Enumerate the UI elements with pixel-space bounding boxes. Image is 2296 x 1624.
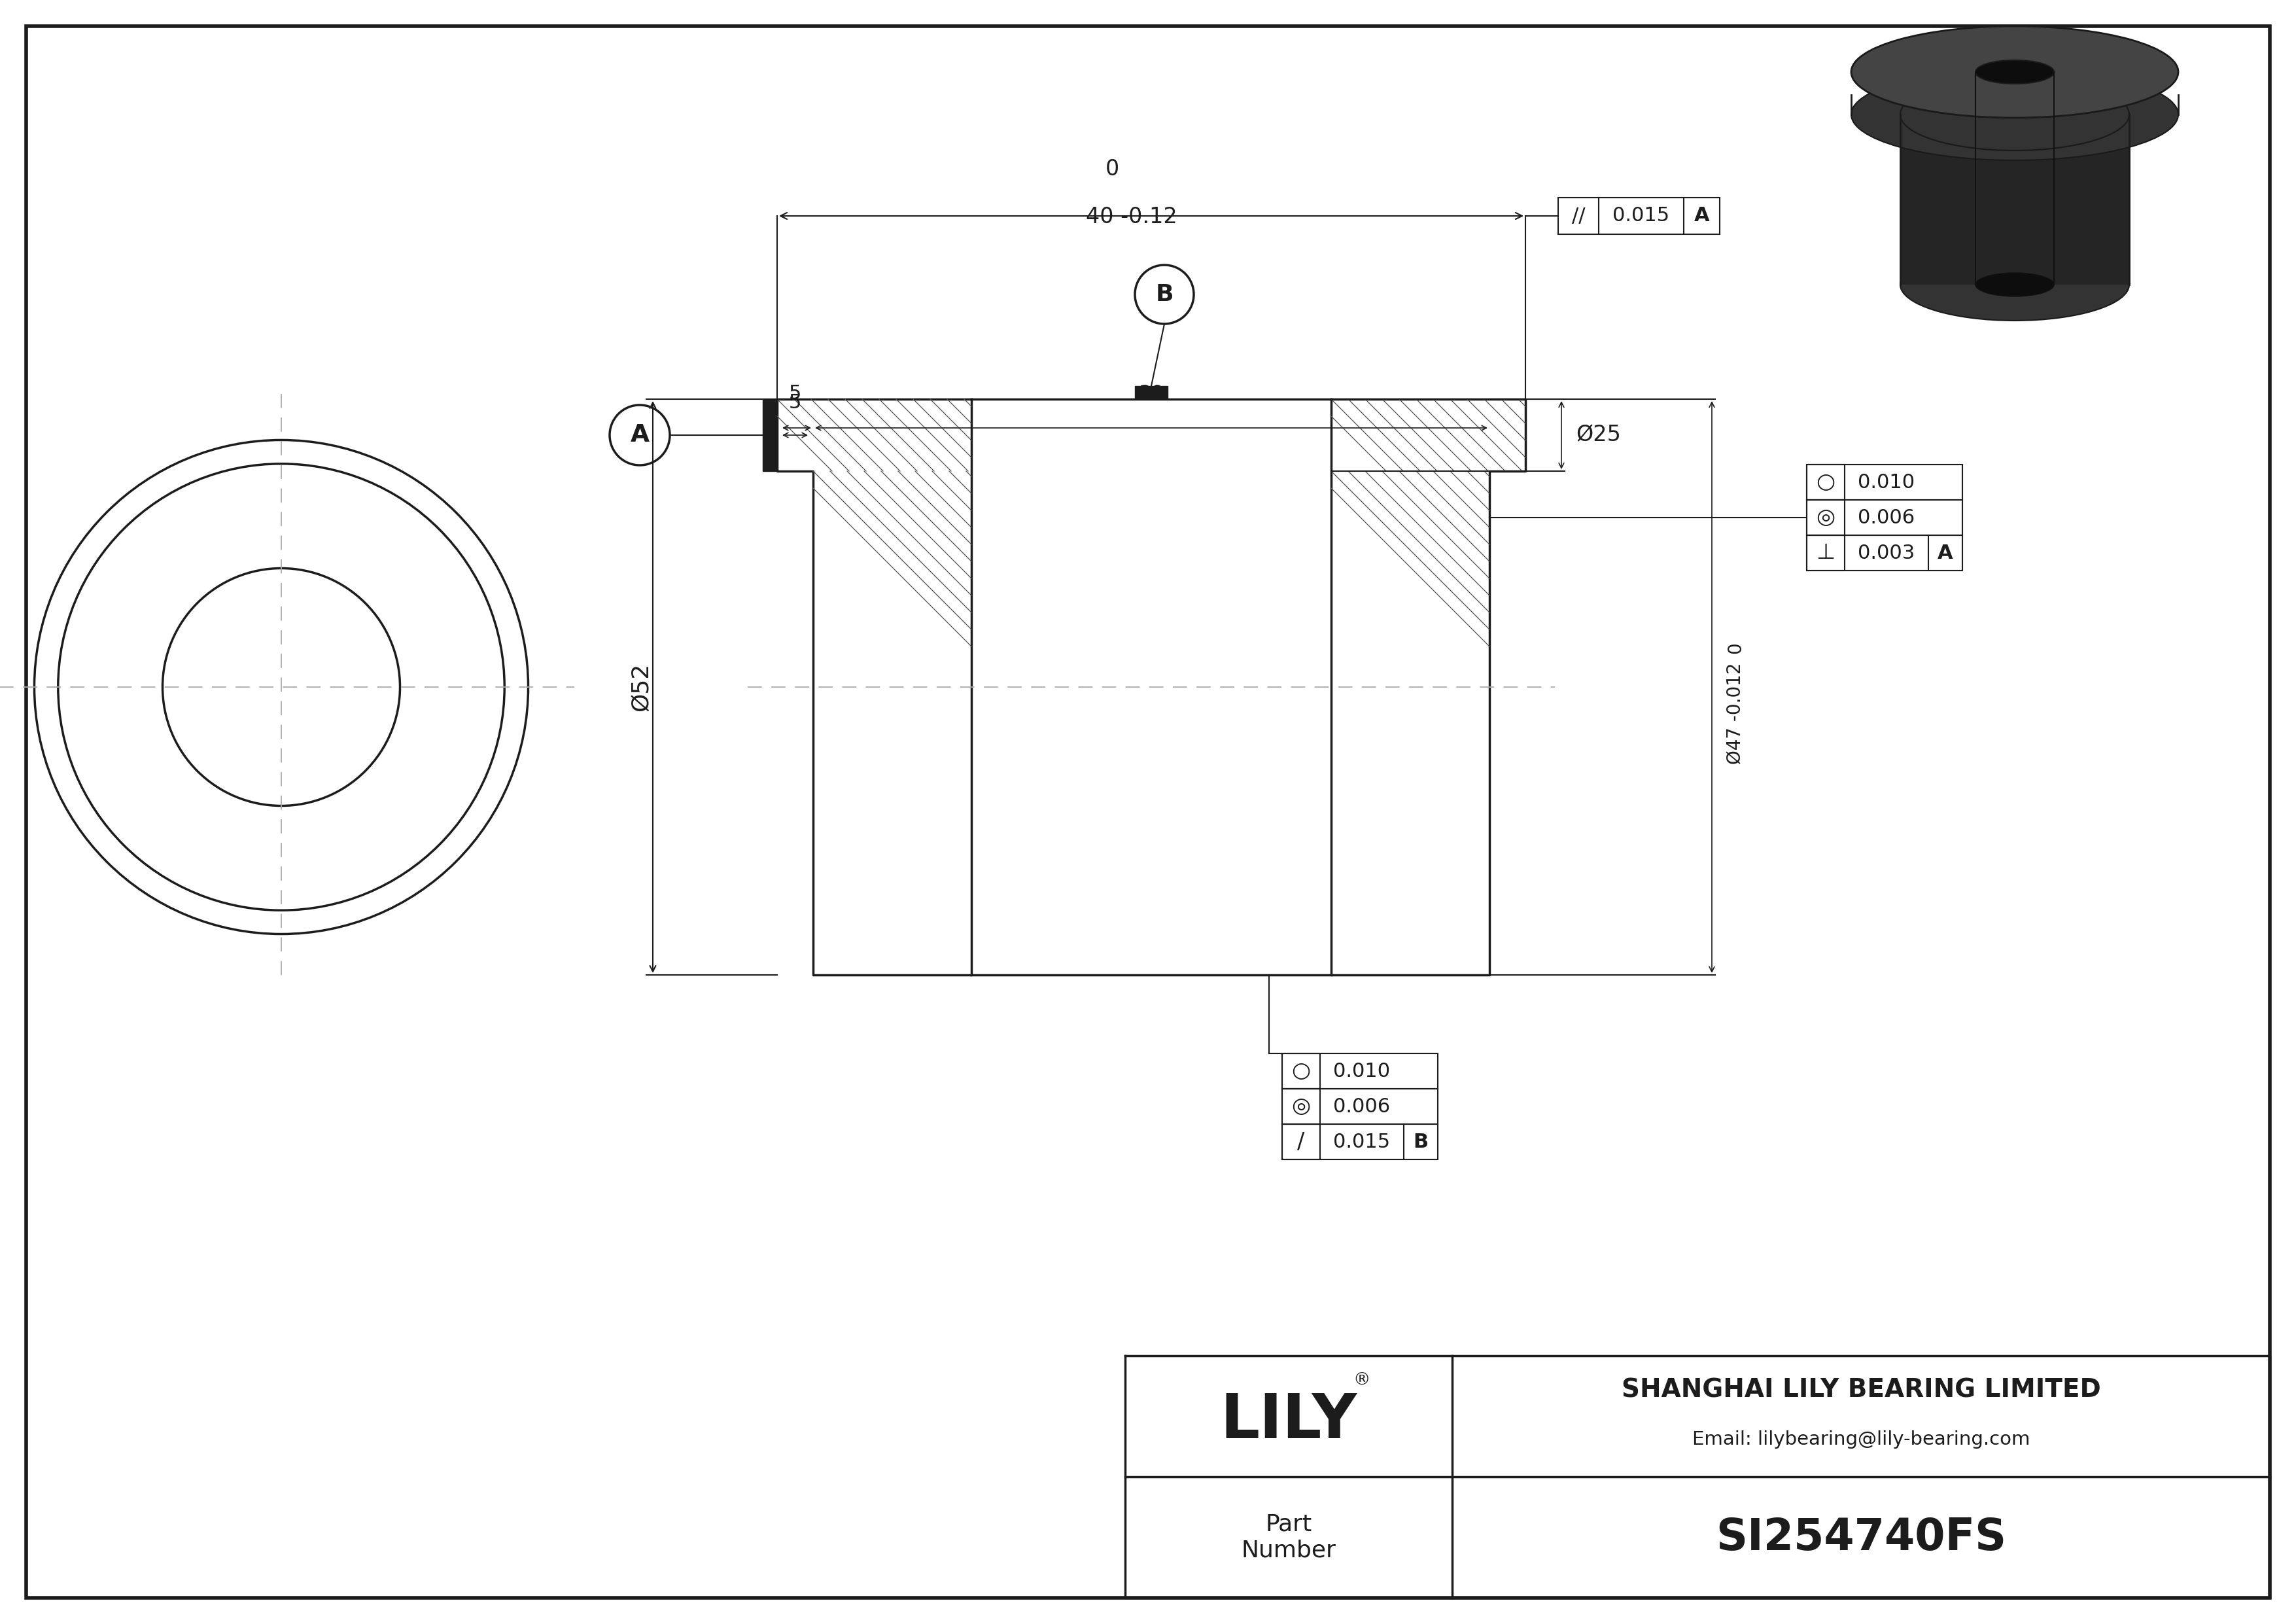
Text: ◎: ◎ <box>1293 1096 1311 1117</box>
Text: ®: ® <box>1352 1372 1371 1389</box>
Text: 0.015: 0.015 <box>1612 206 1669 226</box>
Bar <box>1807 464 1963 500</box>
Bar <box>1807 500 1963 536</box>
Text: 0.006: 0.006 <box>1334 1096 1391 1116</box>
Text: SHANGHAI LILY BEARING LIMITED: SHANGHAI LILY BEARING LIMITED <box>1621 1377 2101 1403</box>
Text: A: A <box>631 424 650 447</box>
Ellipse shape <box>1901 248 2128 320</box>
Ellipse shape <box>1851 26 2179 119</box>
Text: 0: 0 <box>1104 159 1118 180</box>
Bar <box>1281 1124 1320 1160</box>
Text: LILY: LILY <box>1219 1392 1357 1452</box>
Bar <box>1807 464 1844 500</box>
Bar <box>1134 387 1169 400</box>
Text: 5: 5 <box>790 393 801 412</box>
Bar <box>1851 110 2179 115</box>
Text: 0: 0 <box>1727 641 1745 653</box>
Text: ⊥: ⊥ <box>1816 542 1835 564</box>
Text: Ø47 -0.012: Ø47 -0.012 <box>1727 663 1745 763</box>
Bar <box>1807 500 1844 536</box>
Text: ○: ○ <box>1293 1060 1311 1082</box>
Bar <box>1281 1054 1437 1088</box>
Text: A: A <box>1938 544 1954 562</box>
Ellipse shape <box>1975 60 2055 84</box>
Bar <box>1559 198 1720 234</box>
Text: Ø52: Ø52 <box>629 663 652 711</box>
Text: 0.006: 0.006 <box>1857 508 1915 528</box>
Text: 0.003: 0.003 <box>1857 544 1915 562</box>
Text: SI254740FS: SI254740FS <box>1715 1515 2007 1559</box>
Text: ◎: ◎ <box>1816 507 1835 528</box>
Text: 0.015: 0.015 <box>1334 1132 1391 1151</box>
Text: 0.010: 0.010 <box>1857 473 1915 492</box>
Bar <box>762 400 776 471</box>
Text: Email: lilybearing@lily-bearing.com: Email: lilybearing@lily-bearing.com <box>1692 1431 2030 1449</box>
Bar <box>1281 1054 1320 1088</box>
Text: 0.010: 0.010 <box>1334 1062 1391 1080</box>
Text: Part
Number: Part Number <box>1242 1514 1336 1561</box>
Text: B: B <box>1414 1132 1428 1151</box>
Text: ○: ○ <box>1816 471 1835 494</box>
Text: /: / <box>1297 1130 1304 1153</box>
Bar <box>1901 115 2128 284</box>
Text: Ø25: Ø25 <box>1575 424 1621 447</box>
Bar <box>1807 536 1963 570</box>
Bar <box>1281 1088 1320 1124</box>
Text: A: A <box>1694 206 1711 226</box>
Ellipse shape <box>1851 68 2179 161</box>
Text: 30: 30 <box>1139 385 1164 403</box>
Ellipse shape <box>1901 78 2128 151</box>
Text: 5: 5 <box>790 385 801 403</box>
Bar <box>1807 536 1844 570</box>
Text: //: // <box>1573 206 1584 226</box>
Text: B: B <box>1155 283 1173 305</box>
Bar <box>1281 1124 1437 1160</box>
Text: 40 -0.12: 40 -0.12 <box>1086 206 1178 227</box>
Ellipse shape <box>1975 273 2055 297</box>
Bar <box>1281 1088 1437 1124</box>
